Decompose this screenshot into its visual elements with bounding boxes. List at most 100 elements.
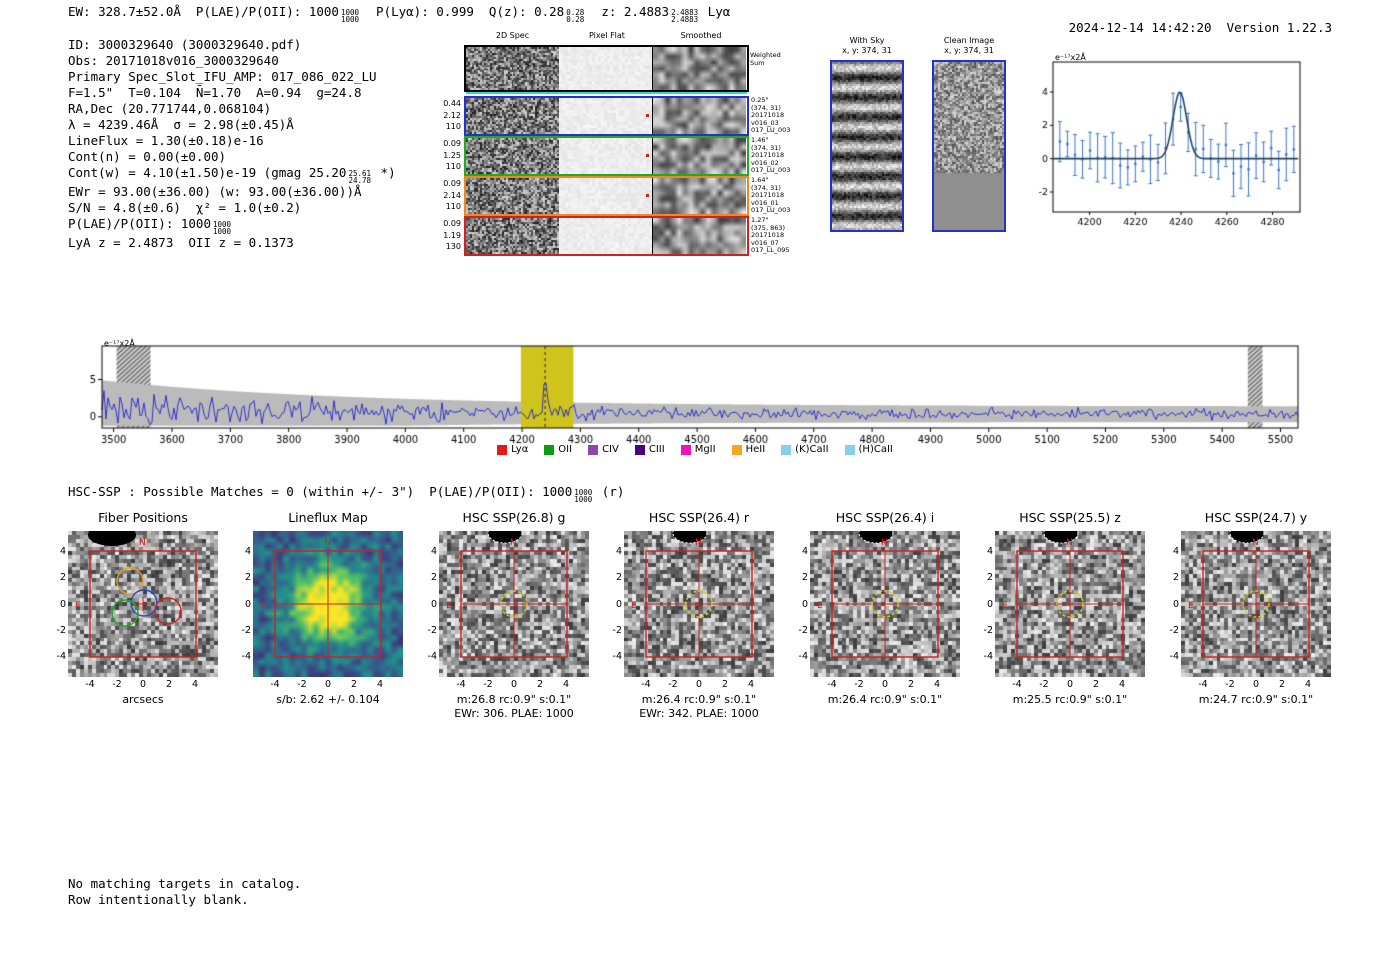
twod-row-1: [464, 96, 749, 136]
full-spectrum-plot: [80, 338, 1310, 456]
cutout-xtick: 2: [1092, 679, 1100, 690]
twod-smooth-image: [652, 47, 746, 90]
twod-spec2d-image: [466, 178, 559, 214]
cutout-ytick: -2: [983, 625, 993, 636]
cutout-overlay-hsc: NE: [631, 531, 753, 658]
cutout-ytick: 4: [430, 546, 437, 557]
legend-swatch-icon: [544, 444, 555, 455]
cutout-xtick: -2: [1039, 679, 1049, 690]
cutout-xtick: 0: [881, 679, 889, 690]
cutout-xtick: -4: [1012, 679, 1022, 690]
info-line-0: ID: 3000329640 (3000329640.pdf): [68, 37, 302, 52]
cutout-ytick: 2: [59, 572, 66, 583]
stacked-fraction: 1000 1000: [213, 220, 232, 236]
spectrum-flux-units-label: e⁻¹⁷x2Å: [104, 339, 135, 348]
legend-item-3: CIII: [634, 444, 665, 455]
legend-item-7: (H)CaII: [844, 444, 893, 455]
cutout-ytick: 4: [801, 546, 808, 557]
cutout-xtick: 4: [376, 679, 384, 690]
cutout-ytick: -2: [56, 625, 66, 636]
info-line-10: S/N = 4.8(±0.6) χ² = 1.0(±0.2): [68, 200, 302, 215]
legend-label: (H)CaII: [858, 444, 893, 455]
flat-fiber-marker: [646, 194, 649, 197]
twod-left-label: 0.44 2.12 110: [443, 99, 461, 131]
cutout-title: HSC SSP(26.8) g: [462, 510, 566, 525]
svg-text:N: N: [695, 538, 702, 548]
legend-label: MgII: [694, 444, 716, 455]
cutout-panel-hsc-6: HSC SSP(24.7) y N E 4 2 0 -2 -4 -4 -2 0 2 4 m:24.7 rc…: [1170, 510, 1331, 706]
cutout-xtick: 4: [933, 679, 941, 690]
legend-item-5: HeII: [731, 444, 766, 455]
cutout-xtick: -2: [483, 679, 493, 690]
cutout-overlay-hsc: NE: [1188, 531, 1310, 658]
legend-swatch-icon: [680, 444, 691, 455]
cutout-overlay-hsc: NE: [817, 531, 939, 658]
svg-text:E: E: [631, 601, 637, 611]
legend-label: CIV: [602, 444, 619, 455]
info-line-3: F=1.5" T=0.104 N̄=1.70 A=0.94 g=24.8: [68, 85, 362, 100]
catalog-match-footer: No matching targets in catalog. Row inten…: [68, 876, 301, 908]
info-line-5: λ = 4239.46Å σ = 2.98(±0.45)Å: [68, 117, 294, 132]
cutout-xtick: 2: [536, 679, 544, 690]
stacked-fraction: 1000 1000: [340, 8, 359, 24]
twod-flat-image: [559, 178, 652, 214]
footer-line-1: Row intentionally blank.: [68, 892, 249, 907]
twod-smooth-image: [652, 178, 746, 214]
cutout-xtick: 2: [165, 679, 173, 690]
cutout-ytick: -4: [1169, 651, 1179, 662]
svg-text:E: E: [446, 601, 452, 611]
cutout-xtick: 2: [907, 679, 915, 690]
cutout-caption: m:26.4 rc:0.9" s:0.1": [827, 693, 943, 706]
detection-info-block: ID: 3000329640 (3000329640.pdf) Obs: 2017…: [68, 37, 396, 251]
cutout-ytick: 2: [986, 572, 993, 583]
sky-striped-image: [832, 62, 902, 230]
twod-flat-image: [559, 47, 652, 90]
legend-swatch-icon: [781, 444, 792, 455]
twod-flat-image: [559, 98, 652, 134]
weighted-sum-label: Weighted Sum: [750, 51, 781, 67]
legend-label: (K)CaII: [795, 444, 829, 455]
svg-text:N: N: [139, 538, 146, 548]
cutout-xtick: 4: [1118, 679, 1126, 690]
cutout-ytick: 0: [801, 599, 808, 610]
cutout-xtick: 4: [747, 679, 755, 690]
report-version: Version 1.22.3: [1226, 20, 1332, 35]
twod-right-annotation: 1.46" (374, 31) 20171018 v016_02 017_LU_003: [751, 136, 791, 175]
cutout-ytick: -2: [612, 625, 622, 636]
twod-right-annotation: 1.27" (375, 863) 20171018 v016_07 017_LL_095: [751, 216, 790, 255]
twod-spec2d-image: [466, 138, 559, 174]
twod-flat-image: [559, 138, 652, 174]
cutout-xtick: 0: [324, 679, 332, 690]
twod-left-label: 0.09 2.14 110: [443, 179, 461, 211]
cutout-ytick: 2: [801, 572, 808, 583]
sky-panel-coords: x, y: 374, 31: [842, 46, 892, 55]
cutout-caption: arcsecs: [122, 693, 164, 706]
spectrum-legend: Lyα OII CIV CIII MgII HeII (K)CaII (H)CaII: [80, 444, 1310, 455]
cutout-ytick: -4: [56, 651, 66, 662]
svg-text:N: N: [510, 538, 517, 548]
svg-text:N: N: [1066, 538, 1073, 548]
cutout-ytick: 2: [615, 572, 622, 583]
legend-swatch-icon: [588, 444, 599, 455]
legend-swatch-icon: [731, 444, 742, 455]
sky-panel-title: Clean Image: [943, 36, 995, 45]
cutout-ytick: 2: [430, 572, 437, 583]
stacked-fraction: 1000 1000: [574, 488, 593, 504]
cutout-ytick: -2: [1169, 625, 1179, 636]
stacked-fraction: 0.28 0.28: [566, 8, 585, 24]
twod-left-label: 0.09 1.19 130: [443, 219, 461, 251]
flat-fiber-marker: [646, 114, 649, 117]
twod-cyan-divider: [466, 92, 747, 94]
cutout-xtick: -4: [827, 679, 837, 690]
legend-label: Lyα: [511, 444, 529, 455]
svg-text:N: N: [1252, 538, 1259, 548]
cutout-ytick: -4: [427, 651, 437, 662]
info-line-1: Obs: 20171018v016_3000329640: [68, 53, 279, 68]
cutout-ytick: 4: [1172, 546, 1179, 557]
cutout-xtick: -4: [270, 679, 280, 690]
cutout-ytick: -2: [241, 625, 251, 636]
legend-item-1: OII: [544, 444, 572, 455]
cutout-xtick: 2: [1278, 679, 1286, 690]
svg-text:N: N: [881, 538, 888, 548]
legend-label: HeII: [745, 444, 766, 455]
